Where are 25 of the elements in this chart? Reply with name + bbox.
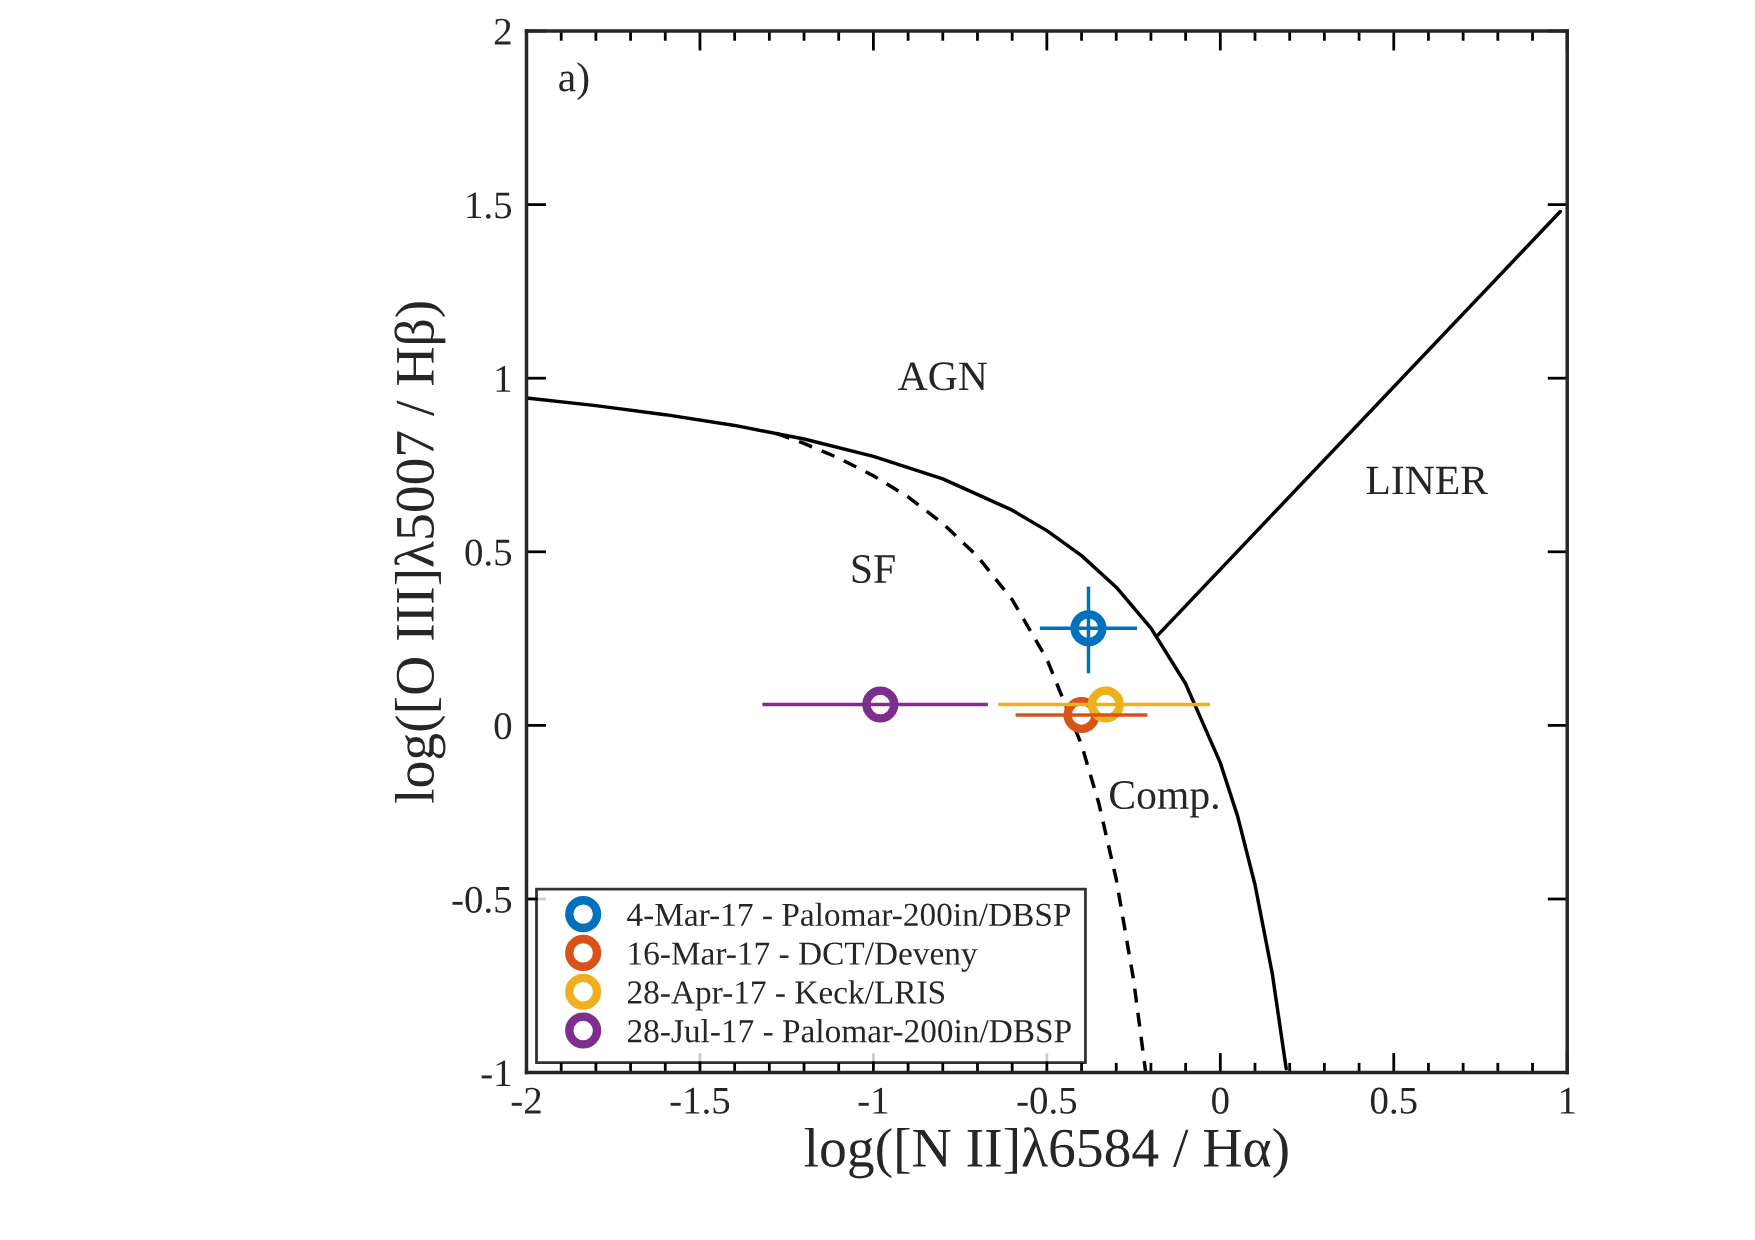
y-tick-label: -0.5	[452, 886, 512, 914]
x-tick-label: -2	[511, 1087, 541, 1114]
y-tick-label: 2	[494, 18, 511, 45]
y-tick-label: 1.5	[467, 192, 512, 219]
x-tick-label: 0.5	[1370, 1087, 1417, 1115]
y-tick-label: 0	[494, 713, 512, 740]
y-tick-label: 0.5	[465, 539, 512, 566]
annotation: a)	[559, 62, 589, 101]
legend-label: 16-Mar-17 - DCT/Deveny	[629, 942, 978, 972]
x-axis-title: log([N II]λ6584 / Hα)	[804, 1127, 1288, 1179]
annotation: AGN	[898, 362, 987, 391]
x-tick-label: 0	[1212, 1087, 1229, 1114]
legend-label: 4-Mar-17 - Palomar-200in/DBSP	[627, 902, 1071, 927]
x-tick-label: -0.5	[1017, 1087, 1077, 1115]
x-tick-label: -1.5	[670, 1087, 730, 1115]
x-tick-label: 1	[1560, 1087, 1575, 1114]
y-tick-label: 1	[496, 366, 511, 392]
annotation: Comp.	[1110, 781, 1218, 818]
annotation: LINER	[1366, 466, 1488, 495]
x-tick-label: -1	[858, 1087, 888, 1114]
annotation: SF	[852, 555, 895, 584]
legend-label: 28-Jul-17 - Palomar-200in/DBSP	[627, 1019, 1071, 1043]
y-tick-label: -1	[481, 1060, 511, 1087]
y-axis-title: log([O III]λ5007 / Hβ)	[394, 302, 446, 803]
legend-label: 28-Apr-17 - Keck/LRIS	[627, 980, 945, 1011]
